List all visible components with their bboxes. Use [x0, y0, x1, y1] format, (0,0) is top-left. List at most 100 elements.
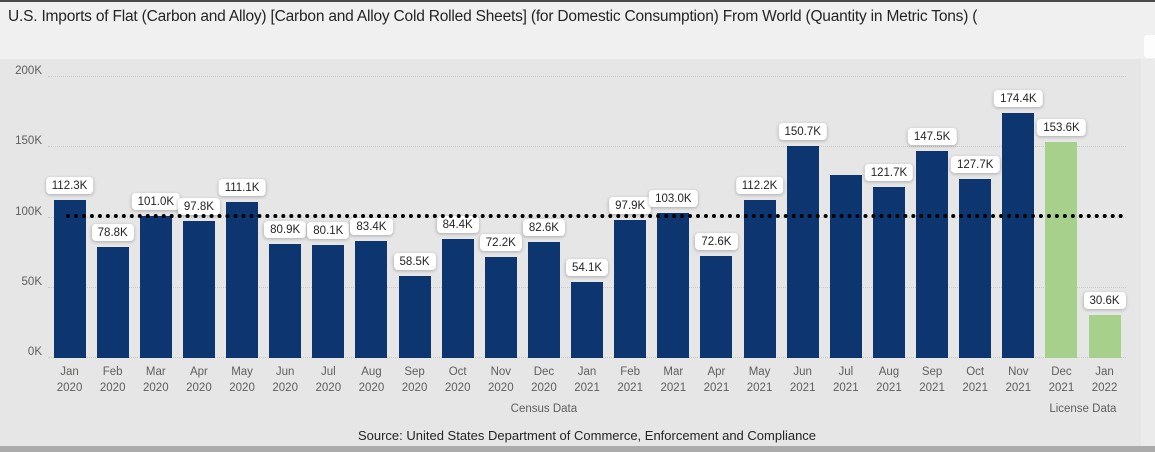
y-gridline — [48, 76, 1126, 77]
bar-apr-2021[interactable] — [700, 256, 733, 358]
x-axis-label: Apr 2021 — [695, 364, 738, 396]
x-axis-label: Jan 2021 — [566, 364, 609, 396]
plot-area: 0K 50K 100K 150K 200K 112.3K 78.8K 101.0K 97.8K 1… — [15, 65, 1126, 358]
x-axis-month: Jan — [1095, 366, 1114, 378]
x-axis-year: 2020 — [186, 382, 212, 394]
bar-aug-2021[interactable] — [872, 187, 905, 358]
bar-aug-2020[interactable] — [355, 240, 388, 358]
x-axis-month: Jan — [577, 366, 597, 378]
x-axis-year: 2021 — [876, 382, 902, 394]
x-axis-label: Aug 2021 — [867, 364, 910, 396]
bar-feb-2021[interactable] — [614, 220, 647, 358]
bar-may-2021[interactable] — [743, 200, 776, 358]
bar-slot: 112.2K — [735, 77, 784, 358]
x-axis-month: Jun — [275, 366, 295, 378]
bar-slot: 72.2K — [479, 77, 522, 358]
x-axis-month: Oct — [448, 366, 467, 378]
bar-nov-2021[interactable] — [1002, 112, 1035, 358]
data-label: 54.1K — [566, 259, 609, 276]
bar-may-2020[interactable] — [226, 201, 259, 358]
data-label: 30.6K — [1083, 292, 1126, 310]
x-axis-month: Aug — [878, 366, 900, 378]
x-axis-label: Feb 2021 — [609, 364, 652, 396]
bar-jan-2022[interactable] — [1088, 315, 1121, 358]
bar-slot: 103.0K — [649, 77, 698, 358]
x-axis-label: Jun 2020 — [264, 364, 307, 396]
bar-jun-2021[interactable] — [786, 146, 819, 358]
x-axis-month: Mar — [145, 366, 166, 378]
x-axis-month: Sep — [404, 366, 425, 378]
data-label: 97.9K — [609, 197, 652, 215]
bar-jul-2020[interactable] — [312, 245, 345, 358]
x-axis-year: 2021 — [574, 382, 600, 394]
x-axis-label: Dec 2021 — [1040, 364, 1083, 396]
data-label: 150.7K — [778, 123, 827, 141]
bar-nov-2020[interactable] — [484, 256, 517, 358]
x-axis-year: 2020 — [99, 382, 126, 394]
bar-slot: 150.7K — [778, 77, 827, 358]
data-label: 174.4K — [994, 89, 1043, 107]
bar-jan-2021[interactable] — [571, 282, 604, 358]
x-axis-label: Jul 2020 — [307, 364, 350, 396]
x-axis-year: 2020 — [56, 382, 83, 394]
bar-mar-2021[interactable] — [657, 213, 690, 358]
bar-slot: 84.4K — [436, 77, 479, 358]
x-axis-year: 2021 — [962, 382, 988, 394]
bar-slot: 153.6K — [1037, 77, 1086, 358]
bar-jan-2020[interactable] — [53, 200, 86, 358]
x-axis-label: Nov 2021 — [997, 364, 1040, 396]
data-label: 97.8K — [177, 197, 220, 215]
bar-slot: 58.5K — [393, 77, 436, 358]
bar-jun-2020[interactable] — [269, 244, 302, 358]
bar-slot: 97.9K — [609, 77, 652, 358]
x-axis-label: Feb 2020 — [91, 364, 134, 396]
y-axis-tick-label: 200K — [15, 65, 42, 77]
bar-sep-2021[interactable] — [916, 150, 949, 358]
axis-group-label-license-data: License Data — [1049, 403, 1117, 415]
bar-slot: 112.3K — [45, 77, 94, 358]
x-axis-label: Mar 2021 — [652, 364, 695, 396]
page-right-margin — [1141, 59, 1155, 448]
bar-oct-2021[interactable] — [959, 178, 992, 358]
y-axis-tick-label: 0K — [27, 346, 42, 358]
x-axis-month: Oct — [966, 366, 985, 378]
x-axis-label: Apr 2020 — [177, 364, 220, 396]
bar-slot: 147.5K — [907, 77, 957, 358]
x-axis-year: 2021 — [703, 382, 730, 394]
bar-dec-2021[interactable] — [1045, 142, 1078, 358]
bar-feb-2020[interactable] — [96, 247, 129, 358]
bar-slot: 54.1K — [566, 77, 609, 358]
x-axis-label: Jul 2021 — [824, 364, 867, 396]
x-axis-year: 2020 — [358, 382, 385, 394]
bar-chart-visual: 0K 50K 100K 150K 200K 112.3K 78.8K 101.0K 97.8K 1… — [0, 59, 1141, 448]
x-axis-year: 2022 — [1091, 382, 1118, 394]
bar-apr-2020[interactable] — [182, 220, 215, 358]
x-axis-label: Oct 2021 — [954, 364, 997, 396]
bar-mar-2020[interactable] — [139, 216, 172, 358]
data-label: 121.7K — [864, 164, 914, 182]
x-axis-label: Jan 2022 — [1083, 364, 1126, 396]
data-label: 101.0K — [131, 193, 181, 211]
bar-slot: 78.8K — [91, 77, 134, 358]
x-axis-year: 2021 — [746, 382, 773, 394]
x-axis-label: Aug 2020 — [350, 364, 393, 396]
x-axis-year: 2020 — [401, 382, 428, 394]
bar-dec-2020[interactable] — [527, 241, 560, 358]
x-axis-group-labels: Census Data License Data — [48, 403, 1126, 419]
x-axis-year: 2021 — [833, 382, 859, 394]
bottom-scrollbar-track[interactable] — [0, 446, 1155, 452]
axis-group-label-census-data: Census Data — [510, 403, 578, 415]
bar-slot: 174.4K — [994, 77, 1043, 358]
bar-oct-2020[interactable] — [441, 239, 474, 358]
bar-jul-2021[interactable] — [829, 174, 862, 358]
bar-slot: 82.6K — [522, 77, 565, 358]
chart-title: U.S. Imports of Flat (Carbon and Alloy) … — [8, 8, 978, 25]
x-axis-month: Dec — [1051, 366, 1072, 378]
x-axis-month: Jul — [838, 366, 854, 378]
bar-sep-2020[interactable] — [398, 275, 431, 358]
data-label: 147.5K — [907, 127, 957, 145]
data-label: 82.6K — [522, 218, 565, 236]
x-axis-month: Sep — [921, 366, 943, 378]
data-label: 103.0K — [649, 190, 698, 208]
